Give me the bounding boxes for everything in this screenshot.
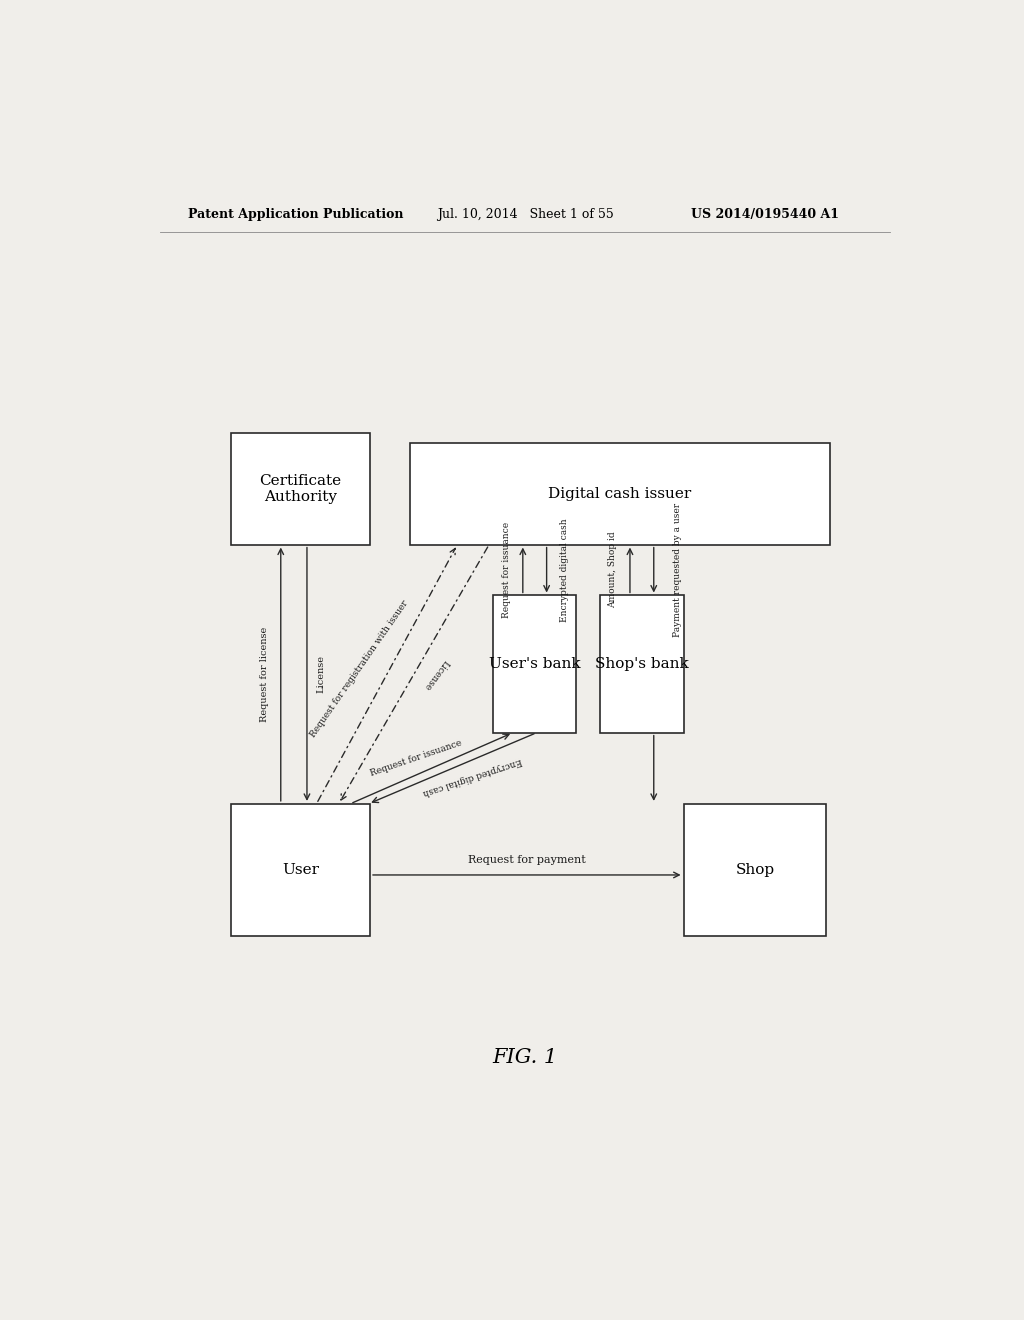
Text: Payment requested by a user: Payment requested by a user [673,503,682,638]
Text: Shop's bank: Shop's bank [595,657,689,671]
Text: Request for registration with issuer: Request for registration with issuer [308,599,410,739]
Bar [600,595,684,733]
Bar [494,595,577,733]
Text: Request for issuance: Request for issuance [503,521,511,618]
Text: Certificate
Authority: Certificate Authority [259,474,342,504]
Text: Encrypted digital cash: Encrypted digital cash [559,519,568,622]
Text: Amount, Shop id: Amount, Shop id [608,532,617,609]
Text: License: License [316,655,326,693]
Bar [231,433,370,545]
Text: FIG. 1: FIG. 1 [493,1048,557,1068]
Text: Patent Application Publication: Patent Application Publication [187,207,403,220]
Text: Shop: Shop [735,863,774,876]
Text: User's bank: User's bank [488,657,581,671]
Bar [231,804,370,936]
Bar [684,804,826,936]
Text: License: License [422,657,451,692]
Text: User: User [282,863,319,876]
Text: Request for payment: Request for payment [468,855,586,865]
Text: Digital cash issuer: Digital cash issuer [549,487,691,500]
Text: US 2014/0195440 A1: US 2014/0195440 A1 [691,207,840,220]
Bar [410,444,830,545]
Text: Request for license: Request for license [260,627,269,722]
Text: Request for issuance: Request for issuance [369,738,463,777]
Text: Encrypted digital cash: Encrypted digital cash [422,756,523,797]
Text: Jul. 10, 2014   Sheet 1 of 55: Jul. 10, 2014 Sheet 1 of 55 [437,207,614,220]
